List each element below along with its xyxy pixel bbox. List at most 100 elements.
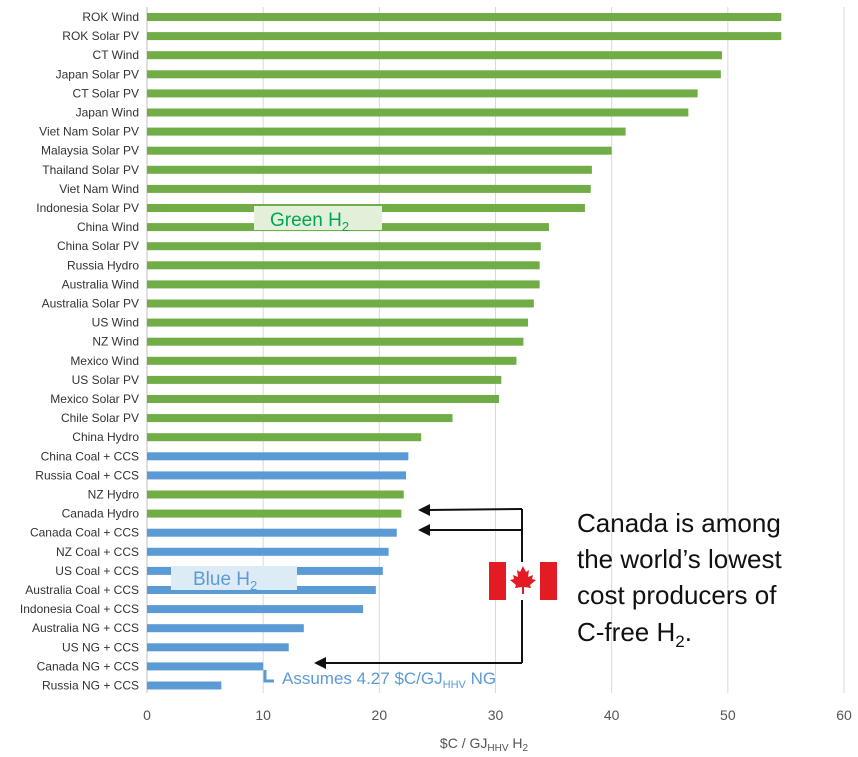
category-label: Japan Wind xyxy=(76,106,139,120)
arrowhead-canada-ng xyxy=(314,657,326,669)
category-label: Japan Solar PV xyxy=(56,67,139,81)
arrowhead-canada-hydro xyxy=(418,504,430,516)
note-line-4: C-free H2. xyxy=(577,617,692,651)
canada-flag-icon xyxy=(489,562,557,600)
category-label: Viet Nam Wind xyxy=(59,182,139,196)
bar xyxy=(147,395,499,403)
blue-label-background xyxy=(171,566,297,590)
category-label: Mexico Wind xyxy=(70,354,139,368)
bar xyxy=(147,528,397,537)
category-label: NZ Wind xyxy=(92,335,139,349)
category-label: Russia Hydro xyxy=(67,258,139,272)
category-label: US Wind xyxy=(92,316,139,330)
category-label: Canada Coal + CCS xyxy=(30,526,139,540)
canada-arrows xyxy=(314,504,523,669)
maple-leaf-icon xyxy=(510,566,536,594)
category-label: ROK Wind xyxy=(82,10,139,24)
bar xyxy=(147,70,721,79)
blue-h2-label: Blue H2 xyxy=(171,566,297,593)
bar xyxy=(147,318,529,327)
hook-icon xyxy=(263,670,274,683)
category-label: Canada NG + CCS xyxy=(37,659,139,673)
bar xyxy=(147,414,453,423)
category-label: Viet Nam Solar PV xyxy=(39,125,139,139)
x-tick-labels: 0 10 20 30 40 50 60 xyxy=(143,707,852,723)
assumes-note: Assumes 4.27 $C/GJHHV NG xyxy=(263,669,496,691)
note-line-2: the world’s lowest xyxy=(577,544,783,574)
green-label-background xyxy=(254,206,382,230)
note-line-3: cost producers of xyxy=(577,580,777,610)
bar xyxy=(147,242,541,251)
category-label: Russia NG + CCS xyxy=(42,679,139,693)
category-label: Indonesia Solar PV xyxy=(36,201,139,215)
category-label: US NG + CCS xyxy=(62,640,139,654)
x-tick-label: 30 xyxy=(488,707,504,723)
arrow-canada-hydro xyxy=(427,508,523,511)
bar xyxy=(147,547,389,556)
category-label: CT Wind xyxy=(93,48,139,62)
bar xyxy=(147,261,540,270)
bar xyxy=(147,32,782,41)
bar xyxy=(147,280,540,289)
x-tick-label: 0 xyxy=(143,707,151,723)
bar xyxy=(147,509,402,518)
blue-label-text: Blue H2 xyxy=(193,569,257,593)
bar xyxy=(147,51,723,60)
category-label: CT Solar PV xyxy=(73,86,139,100)
bar xyxy=(147,681,222,690)
bar xyxy=(147,471,407,480)
bar xyxy=(147,433,422,442)
flag-right-band xyxy=(540,562,557,600)
category-label: Mexico Solar PV xyxy=(50,392,139,406)
bar xyxy=(147,605,364,614)
bar xyxy=(147,643,289,652)
bar xyxy=(147,89,698,98)
category-label: Malaysia Solar PV xyxy=(41,144,139,158)
category-labels: ROK Wind ROK Solar PV CT Wind Japan Solar P… xyxy=(20,10,139,693)
note-line-1: Canada is among xyxy=(577,508,781,538)
bar xyxy=(147,662,264,671)
bar xyxy=(147,299,534,308)
bar xyxy=(147,184,591,193)
arrowhead-canada-coal xyxy=(418,524,430,536)
x-tick-label: 50 xyxy=(720,707,736,723)
flag-left-band xyxy=(489,562,506,600)
category-label: Thailand Solar PV xyxy=(42,163,139,177)
category-label: ROK Solar PV xyxy=(62,29,139,43)
category-label: NZ Coal + CCS xyxy=(56,545,139,559)
green-label-text: Green H2 xyxy=(270,210,349,234)
bar xyxy=(147,452,409,461)
bars xyxy=(147,13,782,690)
category-label: Chile Solar PV xyxy=(61,411,139,425)
bar xyxy=(147,165,592,174)
category-label: China Solar PV xyxy=(57,239,139,253)
category-label: Australia Coal + CCS xyxy=(25,583,139,597)
bar xyxy=(147,127,626,136)
bar xyxy=(147,356,517,365)
bar xyxy=(147,13,782,21)
bar xyxy=(147,146,612,155)
x-tick-label: 20 xyxy=(372,707,388,723)
category-label: Australia NG + CCS xyxy=(32,621,139,635)
bar xyxy=(147,624,304,633)
category-label: NZ Hydro xyxy=(88,488,140,502)
x-tick-label: 40 xyxy=(604,707,620,723)
category-label: Russia Coal + CCS xyxy=(35,468,139,482)
bar xyxy=(147,375,502,384)
green-h2-label: Green H2 xyxy=(254,206,382,234)
category-label: US Coal + CCS xyxy=(55,564,139,578)
category-label: Canada Hydro xyxy=(62,507,140,521)
x-tick-label: 10 xyxy=(255,707,271,723)
category-label: Indonesia Coal + CCS xyxy=(20,602,139,616)
category-label: Australia Solar PV xyxy=(42,297,139,311)
grid-lines xyxy=(146,7,845,693)
bar xyxy=(147,337,524,346)
category-label: China Coal + CCS xyxy=(41,449,139,463)
category-label: China Hydro xyxy=(72,430,139,444)
x-tick-label: 60 xyxy=(836,707,852,723)
category-label: US Solar PV xyxy=(72,373,139,387)
category-label: China Wind xyxy=(77,220,139,234)
x-axis-title: $C / GJHHV H2 xyxy=(440,735,529,754)
bar xyxy=(147,108,689,117)
